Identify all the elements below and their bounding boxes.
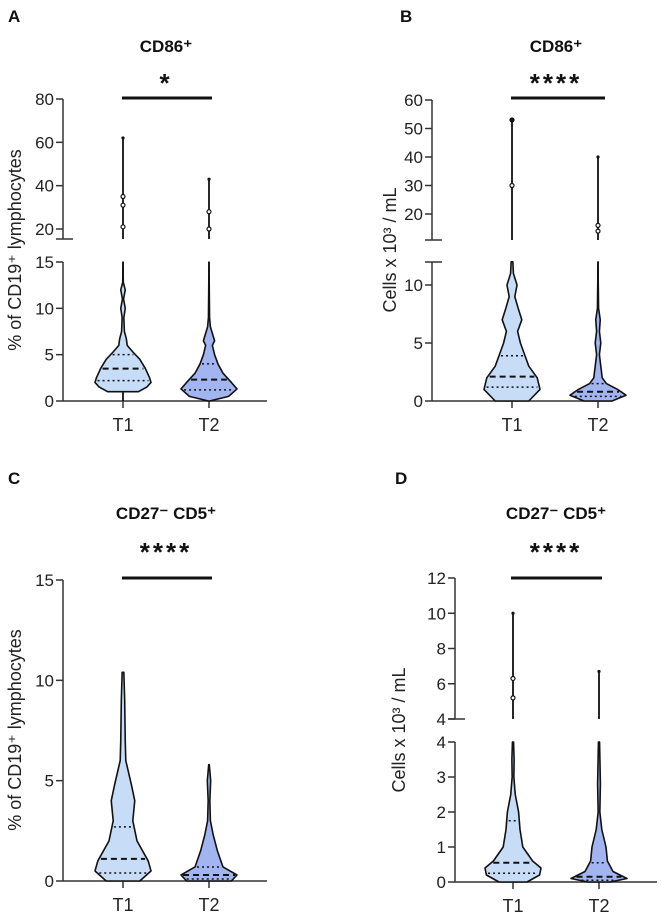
violin-t1 xyxy=(94,671,152,882)
y-tick-label: 12 xyxy=(427,569,446,588)
y-tick-label: 0 xyxy=(437,873,446,892)
violin-t2 xyxy=(570,669,628,883)
violin-t2 xyxy=(180,763,238,882)
y-tick-label: 20 xyxy=(35,220,54,239)
y-tick-label: 6 xyxy=(437,675,446,694)
chart-title: CD27⁻ CD5⁺ xyxy=(116,504,216,523)
y-axis-label: Cells x 10³ / mL xyxy=(389,667,409,792)
outlier-point xyxy=(510,675,516,682)
y-tick-label: 20 xyxy=(404,205,423,224)
panel-c: C CD27⁻ CD5⁺ **** % of CD19⁺ lymphocytes 0 5 1… xyxy=(5,469,267,915)
y-tick-label: 5 xyxy=(414,334,423,353)
panel-label: B xyxy=(400,7,412,26)
significance-label: **** xyxy=(530,537,582,567)
panel-label: C xyxy=(8,469,20,488)
max-point xyxy=(596,155,600,159)
outlier-point xyxy=(510,695,516,701)
significance-label: * xyxy=(159,68,172,98)
x-tick-label: T1 xyxy=(112,415,133,435)
x-tick-label: T2 xyxy=(587,415,608,435)
violin-t1 xyxy=(483,117,541,402)
y-tick-label: 80 xyxy=(35,90,54,109)
outlier-point xyxy=(509,182,515,189)
max-point xyxy=(597,669,601,674)
y-tick-label: 15 xyxy=(35,253,54,272)
y-tick-label: 4 xyxy=(437,733,446,752)
violin-body xyxy=(94,261,152,393)
x-tick-label: T1 xyxy=(502,896,523,916)
y-axis-label: % of CD19⁺ lymphocytes xyxy=(5,149,25,351)
y-tick-label: 50 xyxy=(404,120,423,139)
x-tick-label: T2 xyxy=(198,895,219,915)
max-point xyxy=(511,611,515,615)
violin-t2 xyxy=(569,155,627,402)
x-tick-label: T1 xyxy=(501,415,522,435)
violin-t1 xyxy=(484,611,542,883)
y-tick-label: 0 xyxy=(45,872,54,891)
x-tick-label: T2 xyxy=(588,896,609,916)
y-tick-label: 10 xyxy=(404,276,423,295)
y-tick-label: 0 xyxy=(414,392,423,411)
chart-title: CD86⁺ xyxy=(140,37,192,56)
violin-body xyxy=(569,261,627,402)
y-tick-label: 30 xyxy=(404,177,423,196)
violin-body xyxy=(94,671,152,882)
max-point xyxy=(121,136,125,140)
panel-label: D xyxy=(395,469,407,488)
outlier-point xyxy=(595,228,601,234)
y-axis-label: % of CD19⁺ lymphocytes xyxy=(5,629,25,831)
max-point xyxy=(510,118,514,122)
outlier-point xyxy=(206,209,212,215)
violin-body xyxy=(484,741,542,883)
violin-body xyxy=(180,261,238,402)
y-tick-label: 0 xyxy=(45,392,54,411)
violin-body xyxy=(180,763,238,882)
y-tick-label: 4 xyxy=(437,710,446,729)
y-tick-label: 5 xyxy=(45,346,54,365)
x-tick-label: T2 xyxy=(198,415,219,435)
y-tick-label: 5 xyxy=(45,772,54,791)
significance-label: **** xyxy=(140,537,192,567)
y-tick-label: 40 xyxy=(35,177,54,196)
violin-body xyxy=(483,261,541,402)
y-tick-label: 10 xyxy=(427,604,446,623)
outlier-point xyxy=(120,202,126,208)
panel-a: A CD86⁺ * % of CD19⁺ lymphocytes 0 5 10 15 20 40 6… xyxy=(5,7,267,435)
y-tick-label: 40 xyxy=(404,148,423,167)
y-tick-label: 15 xyxy=(35,571,54,590)
chart-title: CD86⁺ xyxy=(530,37,582,56)
y-tick-label: 1 xyxy=(437,838,446,857)
violin-t2 xyxy=(180,177,238,402)
outlier-point xyxy=(595,222,601,228)
y-tick-label: 10 xyxy=(35,299,54,318)
max-point xyxy=(207,177,211,181)
x-tick-label: T1 xyxy=(112,895,133,915)
panel-label: A xyxy=(8,7,20,26)
y-tick-label: 8 xyxy=(437,640,446,659)
y-tick-label: 3 xyxy=(437,768,446,787)
significance-label: **** xyxy=(530,68,582,98)
violin-t1 xyxy=(94,136,152,401)
y-tick-label: 60 xyxy=(35,133,54,152)
chart-title: CD27⁻ CD5⁺ xyxy=(506,504,606,523)
outlier-point xyxy=(120,193,126,200)
y-tick-label: 2 xyxy=(437,803,446,822)
panel-b: B CD86⁺ **** Cells x 10³ / mL 0 5 10 20 30 40 50 60… xyxy=(380,7,627,435)
outlier-point xyxy=(206,226,212,232)
y-axis-label: Cells x 10³ / mL xyxy=(380,187,400,312)
y-tick-label: 60 xyxy=(404,91,423,110)
outlier-point xyxy=(120,224,126,230)
y-tick-label: 10 xyxy=(35,671,54,690)
violin-body xyxy=(570,741,628,883)
